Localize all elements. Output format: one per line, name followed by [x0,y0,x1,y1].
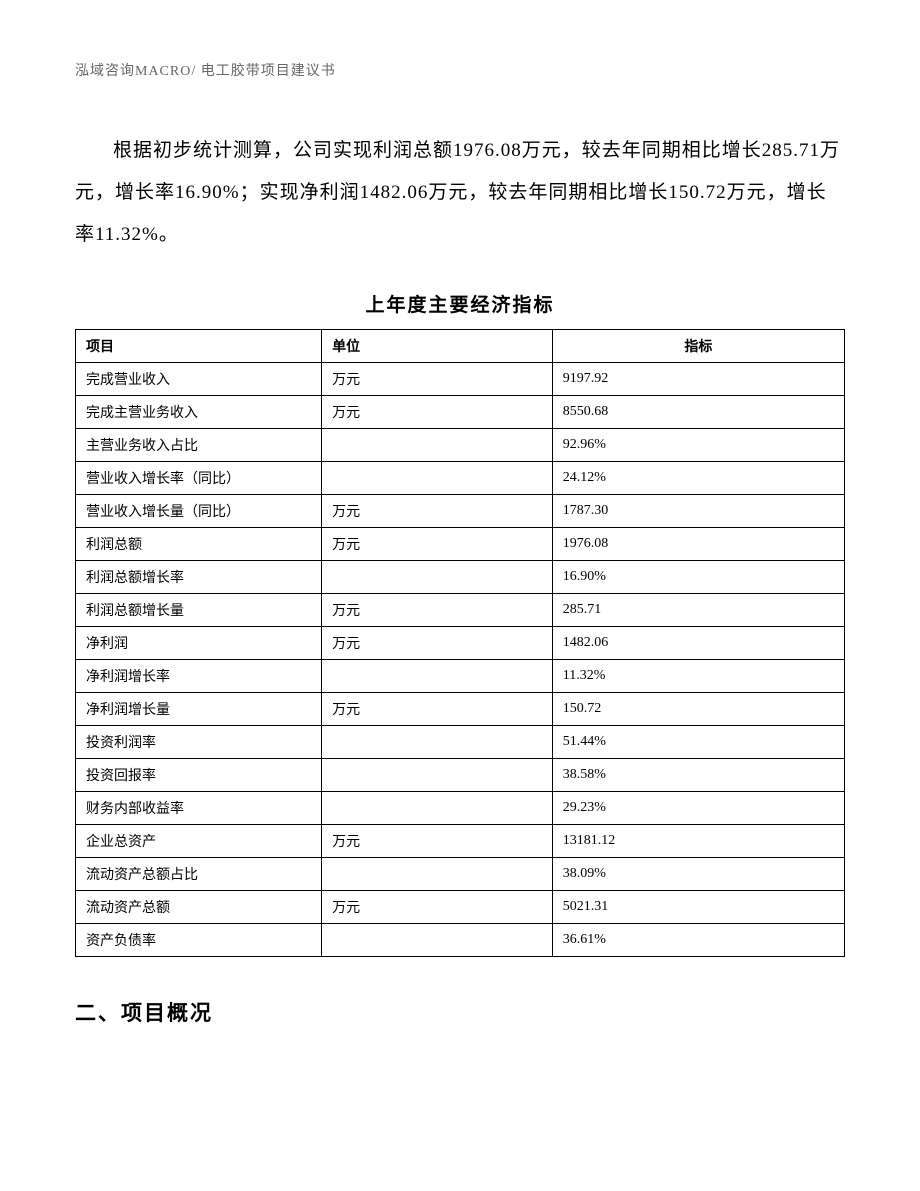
cell-project: 企业总资产 [76,825,322,858]
column-header-project: 项目 [76,330,322,363]
table-row: 完成营业收入 万元 9197.92 [76,363,845,396]
cell-project: 投资利润率 [76,726,322,759]
cell-project: 财务内部收益率 [76,792,322,825]
cell-project: 净利润增长量 [76,693,322,726]
table-row: 流动资产总额占比 38.09% [76,858,845,891]
cell-value: 8550.68 [552,396,844,429]
cell-value: 29.23% [552,792,844,825]
table-row: 净利润增长率 11.32% [76,660,845,693]
cell-unit [322,726,553,759]
cell-unit [322,792,553,825]
cell-value: 285.71 [552,594,844,627]
cell-unit: 万元 [322,825,553,858]
table-header-row: 项目 单位 指标 [76,330,845,363]
cell-project: 主营业务收入占比 [76,429,322,462]
cell-value: 16.90% [552,561,844,594]
cell-project: 净利润增长率 [76,660,322,693]
cell-value: 150.72 [552,693,844,726]
cell-project: 利润总额增长量 [76,594,322,627]
cell-value: 5021.31 [552,891,844,924]
cell-value: 38.09% [552,858,844,891]
table-row: 企业总资产 万元 13181.12 [76,825,845,858]
cell-value: 36.61% [552,924,844,957]
economic-indicators-table: 项目 单位 指标 完成营业收入 万元 9197.92 完成主营业务收入 万元 8… [75,329,845,957]
table-row: 投资利润率 51.44% [76,726,845,759]
cell-unit [322,429,553,462]
cell-unit: 万元 [322,891,553,924]
cell-project: 营业收入增长率（同比） [76,462,322,495]
column-header-unit: 单位 [322,330,553,363]
cell-value: 9197.92 [552,363,844,396]
table-row: 利润总额增长量 万元 285.71 [76,594,845,627]
table-row: 利润总额增长率 16.90% [76,561,845,594]
cell-project: 资产负债率 [76,924,322,957]
cell-project: 投资回报率 [76,759,322,792]
cell-value: 13181.12 [552,825,844,858]
cell-value: 38.58% [552,759,844,792]
cell-project: 营业收入增长量（同比） [76,495,322,528]
table-row: 营业收入增长量（同比） 万元 1787.30 [76,495,845,528]
table-row: 财务内部收益率 29.23% [76,792,845,825]
cell-unit [322,924,553,957]
cell-unit: 万元 [322,627,553,660]
table-title: 上年度主要经济指标 [75,290,845,317]
cell-unit: 万元 [322,495,553,528]
cell-project: 完成主营业务收入 [76,396,322,429]
cell-unit: 万元 [322,693,553,726]
cell-value: 51.44% [552,726,844,759]
table-row: 完成主营业务收入 万元 8550.68 [76,396,845,429]
summary-paragraph: 根据初步统计测算，公司实现利润总额1976.08万元，较去年同期相比增长285.… [75,130,845,255]
cell-unit: 万元 [322,396,553,429]
table-row: 净利润增长量 万元 150.72 [76,693,845,726]
cell-unit [322,660,553,693]
cell-unit [322,561,553,594]
document-header: 泓域咨询MACRO/ 电工胶带项目建议书 [75,60,845,80]
cell-unit [322,462,553,495]
cell-value: 1482.06 [552,627,844,660]
cell-project: 利润总额增长率 [76,561,322,594]
cell-unit: 万元 [322,594,553,627]
column-header-indicator: 指标 [552,330,844,363]
cell-unit: 万元 [322,363,553,396]
section-heading: 二、项目概况 [75,997,845,1027]
cell-project: 流动资产总额 [76,891,322,924]
table-row: 营业收入增长率（同比） 24.12% [76,462,845,495]
table-row: 投资回报率 38.58% [76,759,845,792]
table-row: 主营业务收入占比 92.96% [76,429,845,462]
table-row: 流动资产总额 万元 5021.31 [76,891,845,924]
cell-project: 净利润 [76,627,322,660]
cell-unit [322,858,553,891]
cell-project: 利润总额 [76,528,322,561]
cell-value: 1976.08 [552,528,844,561]
cell-unit [322,759,553,792]
cell-value: 24.12% [552,462,844,495]
cell-unit: 万元 [322,528,553,561]
cell-project: 流动资产总额占比 [76,858,322,891]
cell-project: 完成营业收入 [76,363,322,396]
table-row: 净利润 万元 1482.06 [76,627,845,660]
table-row: 资产负债率 36.61% [76,924,845,957]
cell-value: 92.96% [552,429,844,462]
table-row: 利润总额 万元 1976.08 [76,528,845,561]
cell-value: 11.32% [552,660,844,693]
cell-value: 1787.30 [552,495,844,528]
